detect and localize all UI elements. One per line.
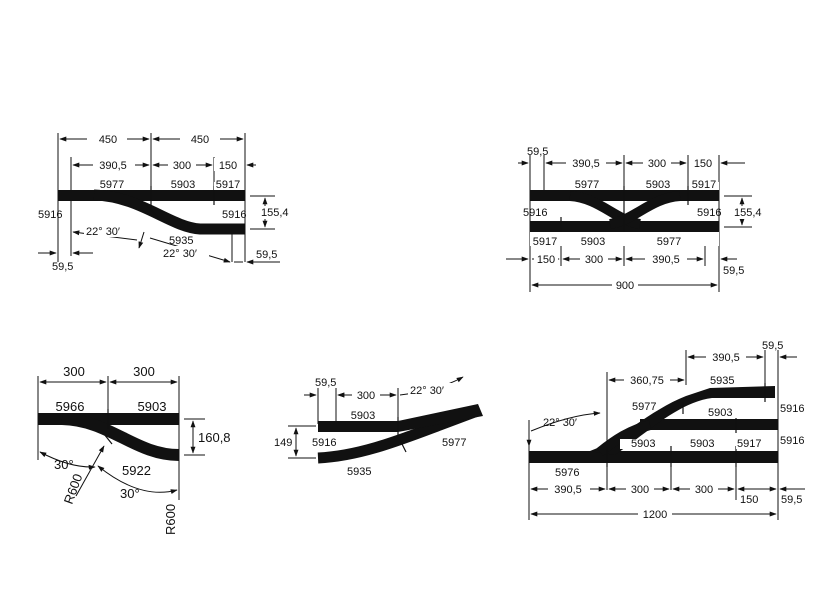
- dim-a-bottom-right: 59,5: [256, 249, 277, 261]
- label-b-top-1: 5977: [575, 179, 599, 191]
- dim-e-top-right-small: 59,5: [762, 340, 783, 352]
- dim-e-mid: 360,75: [630, 375, 664, 387]
- angle-a-1: 22° 30′: [86, 226, 120, 238]
- dim-d-left: 59,5: [315, 377, 336, 389]
- label-e-5916-b: 5916: [780, 435, 804, 447]
- label-b-bottom-3: 5977: [657, 236, 681, 248]
- label-c-5922: 5922: [122, 463, 151, 478]
- dim-a-top-1: 450: [99, 134, 117, 146]
- dim-b-bottom-3: 390,5: [652, 254, 680, 266]
- label-a-5903: 5903: [171, 179, 195, 191]
- dim-b-top-left: 59,5: [527, 146, 548, 158]
- label-a-5917: 5917: [216, 179, 240, 191]
- angle-a-2: 22° 30′: [163, 248, 197, 260]
- label-e-bottom-1: 5903: [631, 438, 655, 450]
- dim-e-bottom-1: 390,5: [554, 484, 582, 496]
- dim-b-total: 900: [616, 280, 634, 292]
- dim-c-top-1: 300: [63, 364, 85, 379]
- label-e-5935: 5935: [710, 375, 734, 387]
- diagram-e-triple-yard: 390,5 59,5 360,75 22° 30′ 5935 5977 5903…: [526, 340, 805, 521]
- diagram-b-crossover: 59,5 390,5 300 150 5977 5903 5917 5916 5…: [506, 146, 768, 292]
- label-c-5966: 5966: [56, 399, 85, 414]
- label-b-top-2: 5903: [646, 179, 670, 191]
- dim-a-sub-1: 390,5: [99, 160, 127, 172]
- dim-e-bottom-4: 150: [740, 494, 758, 506]
- label-b-5916-right: 5916: [697, 207, 721, 219]
- angle-e: 22° 30′: [543, 417, 577, 429]
- label-e-5976: 5976: [555, 467, 579, 479]
- dim-b-bottom-2: 300: [585, 254, 603, 266]
- label-e-bottom-3: 5917: [737, 438, 761, 450]
- angle-c-2: 30°: [120, 486, 140, 501]
- dim-a-sub-2: 300: [173, 160, 191, 172]
- label-b-bottom-1: 5917: [533, 236, 557, 248]
- label-d-5903: 5903: [351, 410, 375, 422]
- dim-c-offset: 160,8: [198, 430, 231, 445]
- dim-a-bottom-left: 59,5: [52, 261, 73, 273]
- label-e-bottom-2: 5903: [690, 438, 714, 450]
- label-e-5903-mid: 5903: [708, 407, 732, 419]
- angle-d: 22° 30′: [410, 385, 444, 397]
- dim-a-sub-3: 150: [219, 160, 237, 172]
- dim-d-mid: 300: [357, 390, 375, 402]
- label-a-5916-right: 5916: [222, 209, 246, 221]
- label-d-5977: 5977: [442, 437, 466, 449]
- dim-b-top-1: 390,5: [572, 158, 600, 170]
- dim-d-offset: 149: [274, 437, 292, 449]
- dim-c-top-2: 300: [133, 364, 155, 379]
- dim-e-total: 1200: [643, 509, 667, 521]
- label-a-5916-left: 5916: [38, 209, 62, 221]
- dim-e-bottom-3: 300: [695, 484, 713, 496]
- diagram-a-turnout: 450 450 390,5 300 150 5977 5903 5917 591…: [38, 132, 293, 273]
- dim-b-offset: 155,4: [734, 207, 762, 219]
- dim-e-top-right: 390,5: [712, 352, 740, 364]
- label-b-bottom-2: 5903: [581, 236, 605, 248]
- dim-b-top-3: 150: [694, 158, 712, 170]
- label-e-5977: 5977: [632, 401, 656, 413]
- label-d-5916: 5916: [312, 437, 336, 449]
- label-b-top-3: 5917: [692, 179, 716, 191]
- label-e-5916-a: 5916: [780, 403, 804, 415]
- dim-b-bottom-1: 150: [537, 254, 555, 266]
- dim-b-bottom-right: 59,5: [723, 265, 744, 277]
- diagram-d-branch: 59,5 300 22° 30′ 5903 5916 5977 5935 149: [272, 376, 483, 478]
- dim-a-top-2: 450: [191, 134, 209, 146]
- radius-c-2: R600: [163, 504, 178, 535]
- dim-a-offset: 155,4: [261, 207, 289, 219]
- label-b-5916-left: 5916: [523, 207, 547, 219]
- dim-e-bottom-2: 300: [631, 484, 649, 496]
- label-a-5977: 5977: [100, 179, 124, 191]
- label-d-5935: 5935: [347, 466, 371, 478]
- angle-c-1: 30°: [54, 457, 74, 472]
- radius-c-1: R600: [61, 472, 86, 506]
- label-c-5903: 5903: [138, 399, 167, 414]
- dim-e-bottom-right: 59,5: [781, 494, 802, 506]
- dim-b-top-2: 300: [648, 158, 666, 170]
- diagram-c-curved-turnout: 300 300 5966 5903 5922 160,8 30° R600 30…: [37, 363, 240, 535]
- label-a-5935: 5935: [169, 235, 193, 247]
